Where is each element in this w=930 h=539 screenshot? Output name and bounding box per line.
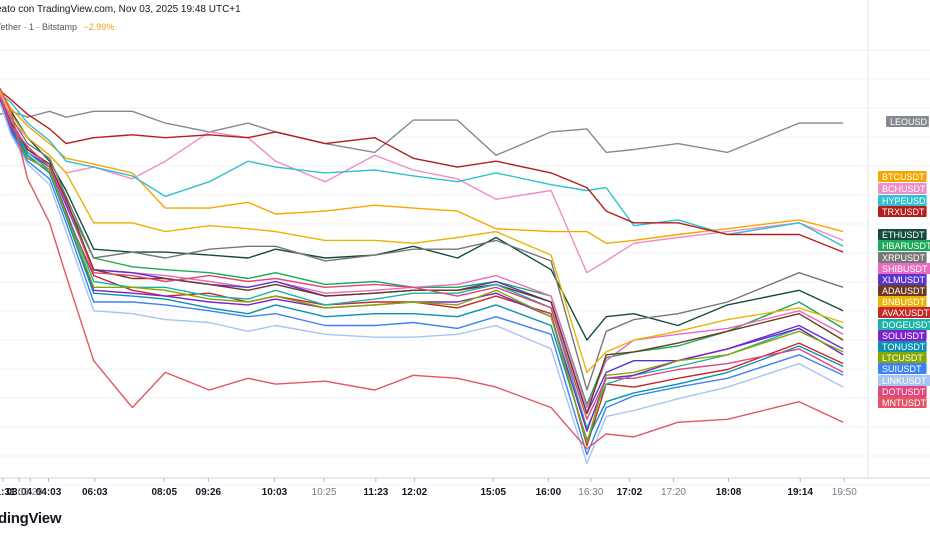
series-line-leousd bbox=[0, 110, 844, 157]
series-label-suiusdt: SUIUSDT bbox=[882, 364, 922, 374]
series-label-bg bbox=[878, 263, 930, 274]
series-label-bg bbox=[878, 285, 927, 296]
grid-lines bbox=[0, 0, 930, 486]
x-tick-label: 16:30 bbox=[578, 487, 603, 498]
symbol-legend-change: −2.99% bbox=[83, 22, 115, 32]
x-tick-label: 08:05 bbox=[151, 487, 177, 498]
series-line-btcusdt bbox=[0, 90, 844, 245]
series-label-bg bbox=[878, 183, 927, 194]
series-label-shibusdt: SHIBUSDT bbox=[882, 264, 928, 274]
series-line-shibusdt bbox=[0, 93, 844, 409]
x-tick-label: 10:03 bbox=[262, 487, 288, 498]
series-label-bg bbox=[878, 307, 930, 318]
x-tick-label: 17:20 bbox=[661, 487, 686, 498]
x-tick-label: 10:25 bbox=[312, 487, 337, 498]
series-label-hbarusdt: HBARUSDT bbox=[882, 241, 930, 251]
series-label-bg bbox=[878, 341, 927, 352]
x-tick-label: 12:02 bbox=[402, 487, 428, 498]
series-label-dogeusdt: DOGEUSDT bbox=[882, 320, 930, 330]
series-label-bg bbox=[878, 386, 927, 397]
series-label-bg bbox=[878, 240, 930, 251]
series-line-dotusdt bbox=[0, 96, 844, 420]
tradingview-logo-text: adingView bbox=[0, 510, 62, 527]
series-label-ltcusdt: LTCUSDT bbox=[882, 353, 923, 363]
x-tick-label: 19:50 bbox=[832, 487, 857, 498]
series-label-linkusdt: LINKUSDT bbox=[882, 376, 927, 386]
x-tick-label: 09:26 bbox=[196, 487, 222, 498]
series-label-avaxusdt: AVAXUSDT bbox=[882, 308, 930, 318]
x-tick-label: 18:08 bbox=[716, 487, 742, 498]
x-tick-label: 16:00 bbox=[536, 487, 562, 498]
x-tick-label: 03:04 bbox=[6, 487, 32, 498]
series-label-bg bbox=[878, 330, 927, 341]
series-label-xlmusdt: XLMUSDT bbox=[882, 275, 926, 285]
series-line-ethusdt bbox=[0, 90, 844, 341]
x-tick-label: 17:02 bbox=[617, 487, 643, 498]
series-label-ethusdt: ETHUSDT bbox=[882, 230, 925, 240]
series-line-suiusdt bbox=[0, 102, 844, 456]
series-label-bnbusdt: BNBUSDT bbox=[882, 297, 926, 307]
series-label-bg bbox=[878, 319, 930, 330]
series-label-bg bbox=[878, 229, 927, 240]
x-tick-label: 11:23 bbox=[363, 487, 388, 498]
series-lines bbox=[0, 87, 844, 464]
chart-header: eato con TradingView.com, Nov 03, 2025 1… bbox=[0, 4, 241, 15]
x-tick-label: 19:14 bbox=[787, 487, 813, 498]
series-line-xrpusdt bbox=[0, 96, 844, 391]
series-line-hbarusdt bbox=[0, 96, 844, 406]
series-label-bg bbox=[878, 274, 927, 285]
symbol-legend-label: Tether · 1 · Bitstamp bbox=[0, 22, 78, 32]
series-label-bg bbox=[878, 206, 927, 217]
series-label-bg bbox=[878, 195, 927, 206]
series-label-trxusdt: TRXUSDT bbox=[882, 207, 925, 217]
series-line-dogeusdt bbox=[0, 96, 844, 429]
symbol-legend: Tether · 1 · Bitstamp −2.99% bbox=[0, 22, 114, 32]
series-label-hypeusd: HYPEUSD bbox=[882, 196, 926, 206]
series-label-tonusdt: TONUSDT bbox=[882, 342, 926, 352]
x-tick-label: 15:05 bbox=[480, 487, 506, 498]
series-line-mntusdt bbox=[0, 87, 844, 450]
series-line-bnbusdt bbox=[0, 90, 844, 374]
series-line-xlmusdt bbox=[0, 99, 844, 415]
series-label-bg bbox=[878, 397, 927, 408]
series-label-bg bbox=[878, 352, 927, 363]
series-label-bg bbox=[886, 116, 929, 127]
series-line-adausdt bbox=[0, 96, 844, 415]
series-label-leousd: LEOUSD bbox=[890, 117, 928, 127]
series-line-ltcusdt bbox=[0, 102, 844, 444]
series-line-trxusdt bbox=[0, 90, 844, 253]
series-label-dotusdt: DOTUSDT bbox=[882, 387, 926, 397]
series-line-hypeusd bbox=[0, 93, 844, 247]
series-label-btcusdt: BTCUSDT bbox=[882, 172, 925, 182]
x-tick-label: 03:29 bbox=[18, 487, 43, 498]
series-label-solusdt: SOLUSDT bbox=[882, 331, 925, 341]
x-tick-label: 06:03 bbox=[82, 487, 108, 498]
series-label-xrpusdt: XRPUSDT bbox=[882, 253, 926, 263]
x-tick-label: 01:31 bbox=[0, 487, 16, 498]
series-label-bg bbox=[878, 363, 927, 374]
series-line-bchusdt bbox=[0, 96, 844, 274]
series-label-adausdt: ADAUSDT bbox=[882, 286, 926, 296]
x-tick-label: 04:03 bbox=[36, 487, 62, 498]
series-line-linkusdt bbox=[0, 102, 844, 464]
series-label-bg bbox=[878, 252, 927, 263]
series-line-tonusdt bbox=[0, 96, 844, 441]
series-label-bg bbox=[878, 375, 930, 386]
series-label-mntusdt: MNTUSDT bbox=[882, 398, 926, 408]
series-label-bchusdt: BCHUSDT bbox=[882, 184, 926, 194]
series-label-bg bbox=[878, 296, 927, 307]
series-label-bg bbox=[878, 171, 927, 182]
